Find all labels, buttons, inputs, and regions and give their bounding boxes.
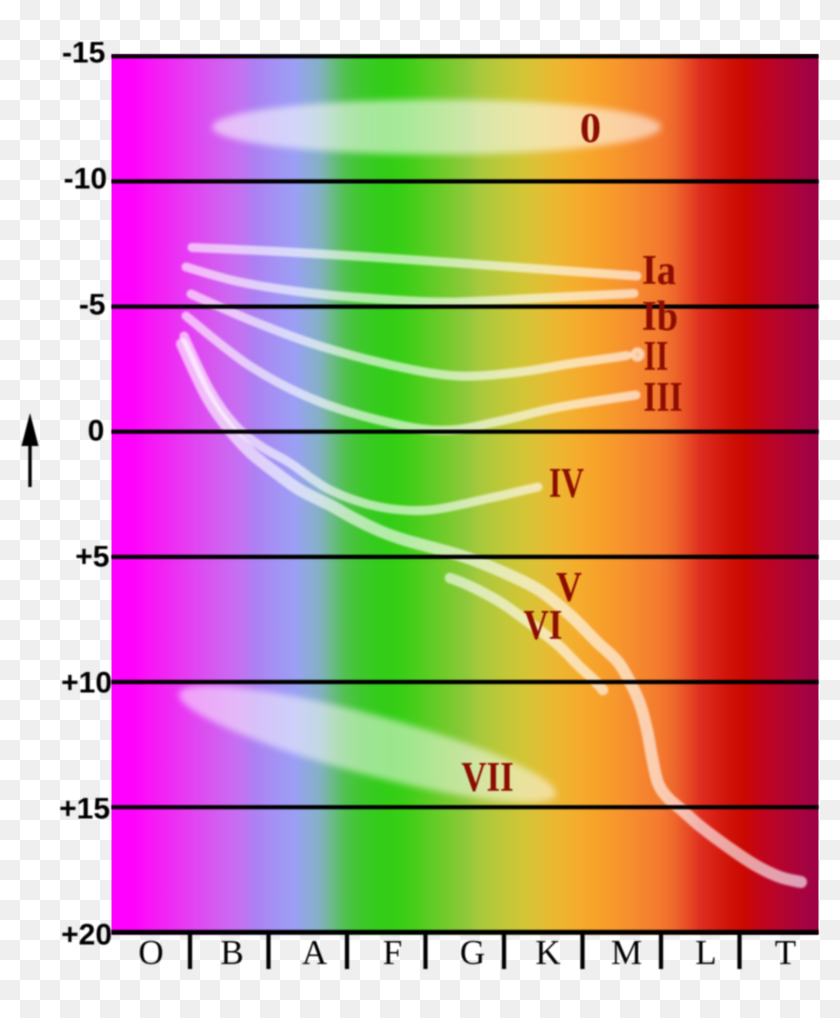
svg-text:II: II xyxy=(644,334,668,381)
svg-text:G: G xyxy=(460,933,485,972)
svg-text:Ib: Ib xyxy=(642,292,678,339)
svg-text:-15: -15 xyxy=(62,36,105,69)
svg-text:L: L xyxy=(695,933,716,972)
svg-text:+10: +10 xyxy=(61,666,112,699)
svg-text:+5: +5 xyxy=(75,540,109,573)
svg-text:A: A xyxy=(302,933,328,972)
svg-text:-5: -5 xyxy=(79,288,106,321)
svg-text:VII: VII xyxy=(461,754,513,801)
svg-text:0: 0 xyxy=(580,105,601,152)
svg-text:Ia: Ia xyxy=(642,246,676,293)
svg-text:B: B xyxy=(220,933,243,972)
svg-text:O: O xyxy=(138,933,163,972)
svg-text:F: F xyxy=(383,933,402,972)
svg-text:K: K xyxy=(535,933,560,972)
svg-text:VI: VI xyxy=(524,602,563,649)
svg-text:V: V xyxy=(556,564,582,611)
svg-text:-10: -10 xyxy=(64,162,107,195)
svg-text:+15: +15 xyxy=(59,792,110,825)
svg-text:M: M xyxy=(611,933,642,972)
svg-text:0: 0 xyxy=(88,414,105,447)
svg-text:+20: +20 xyxy=(61,918,112,951)
svg-text:IV: IV xyxy=(549,461,584,508)
svg-text:III: III xyxy=(643,374,682,421)
svg-text:T: T xyxy=(775,933,796,972)
